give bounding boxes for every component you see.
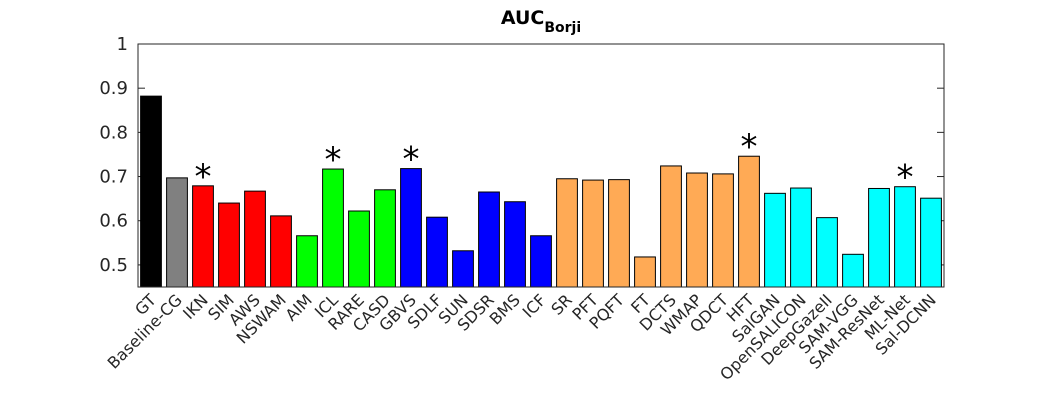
y-tick-label: 0.8 bbox=[99, 122, 128, 143]
y-tick-label: 0.7 bbox=[99, 167, 128, 188]
bar bbox=[348, 210, 370, 288]
bar bbox=[322, 168, 344, 288]
bar bbox=[816, 217, 838, 288]
bar bbox=[842, 253, 864, 288]
bar bbox=[556, 178, 578, 288]
bar bbox=[504, 201, 526, 288]
annotation: * bbox=[403, 140, 420, 180]
annotation: * bbox=[325, 140, 342, 180]
title-main: AUC bbox=[501, 7, 545, 29]
bar bbox=[374, 189, 396, 288]
annotation: * bbox=[741, 127, 758, 167]
bar bbox=[140, 95, 162, 288]
y-tick-label: 1 bbox=[117, 34, 128, 55]
bar bbox=[400, 168, 422, 288]
x-tick-label: ICF bbox=[519, 290, 550, 321]
bar bbox=[296, 235, 318, 288]
bar bbox=[894, 186, 916, 288]
bar bbox=[218, 202, 240, 288]
bar bbox=[478, 191, 500, 288]
annotation: * bbox=[897, 158, 914, 198]
bar bbox=[530, 235, 552, 288]
x-tick-label: BMS bbox=[486, 290, 524, 328]
bar bbox=[270, 215, 292, 288]
annotation: * bbox=[195, 157, 212, 197]
plot-frame bbox=[137, 43, 945, 288]
bar bbox=[192, 185, 214, 288]
bar bbox=[660, 165, 682, 288]
y-tick-label: 0.6 bbox=[99, 211, 128, 232]
bar bbox=[790, 187, 812, 288]
bar bbox=[764, 192, 786, 288]
bar bbox=[712, 173, 734, 288]
y-tick-label: 0.9 bbox=[99, 78, 128, 99]
bar bbox=[738, 155, 760, 288]
bar bbox=[426, 216, 448, 288]
bar bbox=[686, 172, 708, 288]
bar bbox=[868, 187, 890, 288]
bar bbox=[920, 197, 942, 288]
title-subscript: Borji bbox=[544, 20, 581, 36]
bar bbox=[452, 250, 474, 288]
bar bbox=[582, 179, 604, 288]
bar bbox=[634, 256, 656, 288]
bar bbox=[244, 190, 266, 288]
y-tick-label: 0.5 bbox=[99, 255, 128, 276]
bar bbox=[608, 179, 630, 288]
chart-title: AUCBorji bbox=[501, 7, 581, 36]
bar bbox=[166, 177, 188, 288]
